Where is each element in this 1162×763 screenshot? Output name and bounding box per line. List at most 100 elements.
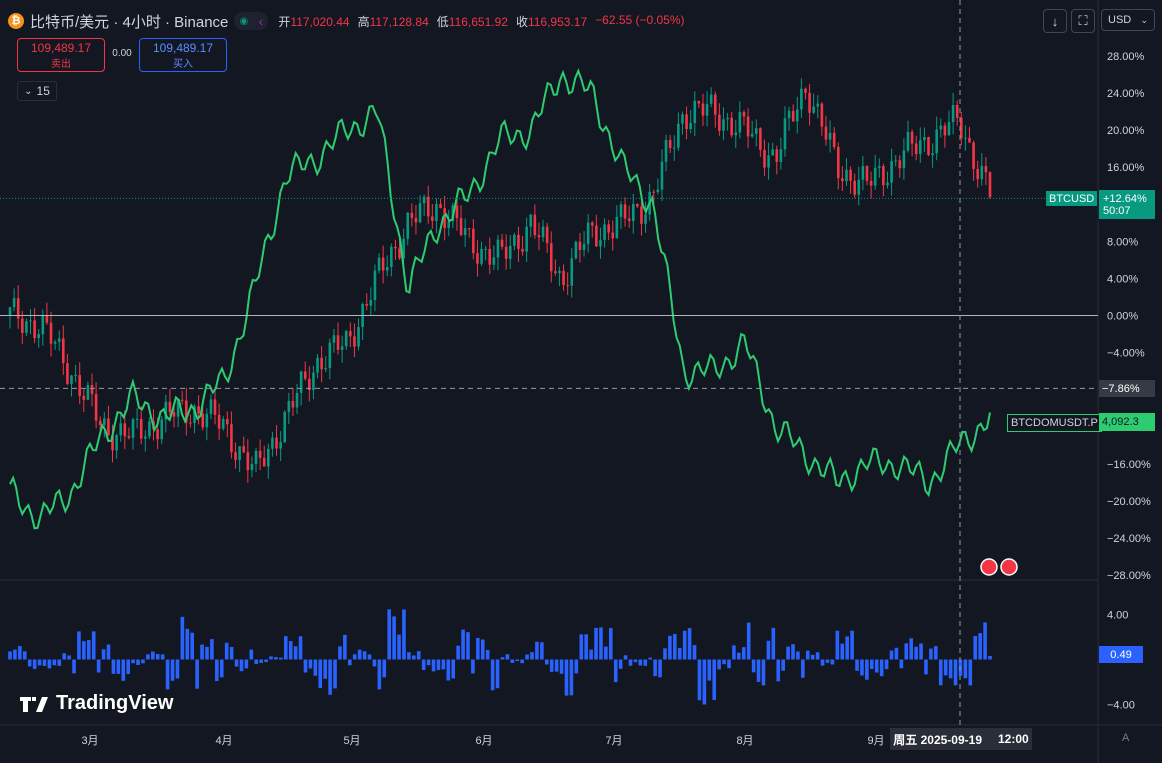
candle-body <box>599 240 602 247</box>
candle-body <box>127 436 131 438</box>
histogram-bar <box>456 645 460 660</box>
candle-body <box>595 225 598 247</box>
price-tick-label: 20.00% <box>1107 125 1145 137</box>
buy-label: 买入 <box>173 58 193 70</box>
fullscreen-button[interactable]: ⛶ <box>1071 9 1095 33</box>
interval-value: 15 <box>36 84 50 98</box>
price-tick-label: −4.00% <box>1107 348 1145 360</box>
symbol-title[interactable]: 比特币/美元 · 4小时 · Binance <box>30 13 229 31</box>
histogram-bar <box>820 659 825 666</box>
candle-body <box>369 300 373 306</box>
candle-body <box>324 368 328 370</box>
candle-body <box>980 166 984 180</box>
candle-body <box>238 446 241 461</box>
histogram-bar <box>67 655 71 660</box>
price-tick-label: −24.00% <box>1107 533 1151 545</box>
histogram-bar <box>756 659 761 682</box>
histogram-bar <box>791 644 795 660</box>
candle-body <box>262 457 266 467</box>
candle-body <box>86 385 90 400</box>
candle-body <box>718 114 721 131</box>
histogram-bar <box>870 659 874 669</box>
price-tick-label: −20.00% <box>1107 496 1151 508</box>
candle-body <box>12 298 16 308</box>
histogram-bar <box>663 648 667 660</box>
us-event-flag-icon[interactable] <box>980 558 998 576</box>
candle-body <box>886 182 889 186</box>
histogram-bar <box>983 622 987 660</box>
sell-label: 卖出 <box>51 58 71 70</box>
histogram-bar <box>323 659 327 679</box>
candle-body <box>750 133 754 137</box>
candle-body <box>496 239 500 258</box>
candle-body <box>611 232 615 239</box>
histogram-bar <box>594 627 598 660</box>
histogram-bar <box>801 659 805 678</box>
histogram-bar <box>441 659 446 670</box>
tradingview-logo[interactable]: TradingView <box>20 692 173 715</box>
candle-body <box>148 421 151 437</box>
logo-text: TradingView <box>56 692 174 714</box>
candle-body <box>521 248 524 252</box>
histogram-bar <box>613 659 618 683</box>
histogram-bar <box>988 655 992 660</box>
download-icon: ↓ <box>1051 13 1059 29</box>
candle-body <box>508 245 512 259</box>
currency-select[interactable]: USD ⌄ <box>1101 9 1155 31</box>
candle-body <box>57 338 61 342</box>
download-button[interactable]: ↓ <box>1043 9 1067 33</box>
histogram-bar <box>111 659 116 674</box>
histogram-bar <box>170 659 175 681</box>
histogram-bar <box>938 659 943 686</box>
time-tick-label: 3月 <box>81 735 98 747</box>
histogram-bar <box>343 634 347 660</box>
histogram-bar <box>584 634 588 660</box>
histogram-bar <box>805 650 810 660</box>
candle-body <box>549 243 553 272</box>
histogram-bar <box>387 609 391 660</box>
histogram-bar <box>554 659 559 672</box>
histogram-bar <box>480 639 485 660</box>
histogram-bar <box>830 659 835 665</box>
price-axis: 28.00% 24.00% 20.00% 16.00% 8.00% 4.00% 0.00% −… <box>1107 51 1151 712</box>
candle-body <box>119 423 123 436</box>
candle-body <box>877 166 881 168</box>
visibility-toggle[interactable]: ◉ ‹ <box>234 12 269 30</box>
histogram-bar <box>643 659 648 666</box>
candle-body <box>226 419 229 425</box>
open-value: 117,020.44 <box>290 14 350 29</box>
eye-icon: ◉ <box>239 15 249 27</box>
candle-body <box>787 110 791 119</box>
candle-body <box>722 119 725 131</box>
interval-toggle[interactable]: ⌄ 15 <box>17 81 57 101</box>
candle-body <box>390 246 393 267</box>
candle-body <box>431 216 434 221</box>
sell-button[interactable]: 109,489.17 卖出 <box>17 38 105 72</box>
candle-body <box>795 109 799 122</box>
histogram-bar <box>426 659 431 666</box>
histogram-bar <box>855 659 859 671</box>
candle-body <box>570 258 574 286</box>
histogram-bar <box>766 640 771 660</box>
histogram-bar <box>628 659 633 666</box>
change-value: −62.55 (−0.05%) <box>595 12 685 27</box>
us-event-flag-icon[interactable] <box>1000 558 1018 576</box>
histogram-bar <box>673 633 677 660</box>
candle-body <box>853 180 856 195</box>
candle-body <box>242 446 246 453</box>
auto-scale-button[interactable]: A <box>1122 732 1130 744</box>
candle-body <box>902 150 906 169</box>
candle-body <box>480 248 483 264</box>
histogram-bar <box>500 657 505 660</box>
candle-body <box>775 149 779 162</box>
candle-body <box>697 100 701 104</box>
histogram-bar <box>121 659 126 681</box>
candle-body <box>90 385 94 395</box>
currency-value: USD <box>1108 14 1132 26</box>
candle-body <box>730 117 733 136</box>
candle-body <box>869 180 873 186</box>
buy-button[interactable]: 109,489.17 买入 <box>139 38 227 72</box>
btcdom-compare-line <box>9 68 991 530</box>
candle-body <box>62 338 65 364</box>
